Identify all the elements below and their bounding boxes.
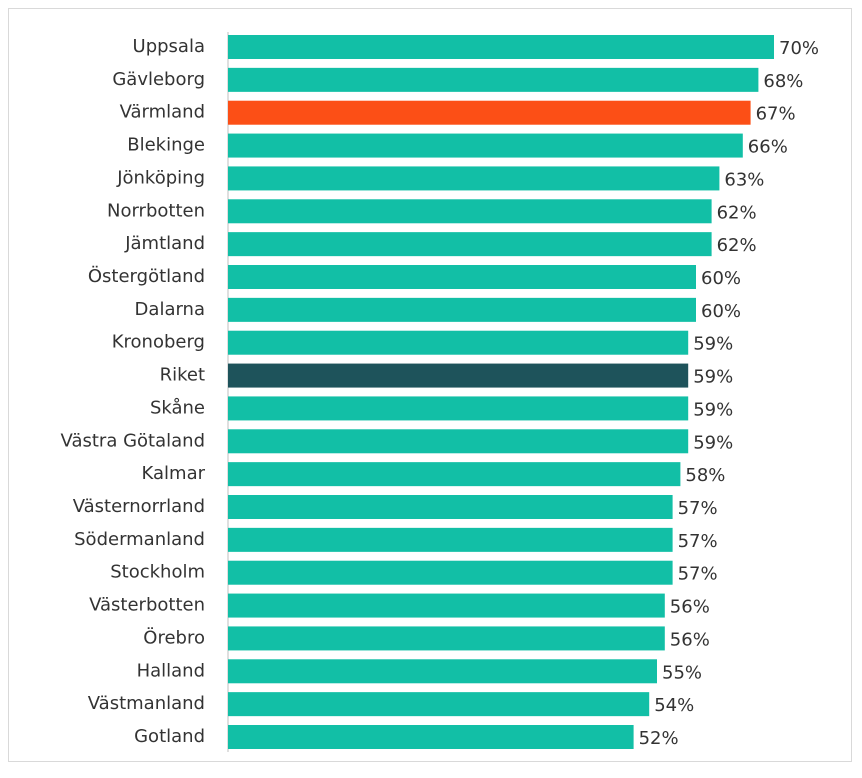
category-label: Dalarna <box>135 299 205 320</box>
bar <box>228 495 673 519</box>
value-label: 58% <box>685 465 725 486</box>
value-label: 57% <box>678 531 718 552</box>
category-label: Östergötland <box>88 265 205 287</box>
bar <box>228 725 634 749</box>
value-label: 67% <box>756 104 796 125</box>
bar <box>228 593 665 618</box>
bar <box>228 265 696 289</box>
category-label: Stockholm <box>110 562 205 583</box>
bar <box>228 462 681 487</box>
bar <box>228 199 712 224</box>
value-label: 62% <box>717 202 757 223</box>
category-label: Värmland <box>120 102 205 123</box>
bar <box>228 67 759 92</box>
bar <box>228 232 712 257</box>
category-label: Södermanland <box>74 529 205 550</box>
bar <box>228 527 673 552</box>
value-label: 59% <box>693 367 733 388</box>
bar <box>228 35 774 59</box>
category-label: Riket <box>160 365 205 386</box>
category-label: Uppsala <box>133 36 205 57</box>
value-label: 57% <box>678 498 718 519</box>
value-label: 68% <box>763 71 803 92</box>
bar <box>228 297 696 322</box>
bar <box>228 363 689 388</box>
category-label: Kalmar <box>142 463 206 484</box>
category-label: Jämtland <box>124 233 205 254</box>
bar <box>228 560 673 585</box>
category-label: Västra Götaland <box>61 430 205 451</box>
category-label: Halland <box>137 660 205 681</box>
value-label: 54% <box>654 695 694 716</box>
value-label: 55% <box>662 662 702 683</box>
value-label: 66% <box>748 137 788 158</box>
value-label: 52% <box>639 728 679 749</box>
value-label: 56% <box>670 629 710 650</box>
bar <box>228 100 751 125</box>
bar <box>228 659 657 684</box>
category-label: Kronoberg <box>112 332 205 353</box>
category-label: Västernorrland <box>73 496 205 517</box>
category-label: Gotland <box>134 726 205 747</box>
category-label: Örebro <box>143 626 205 648</box>
category-label: Västerbotten <box>89 595 205 616</box>
category-label: Jönköping <box>116 167 205 188</box>
value-label: 56% <box>670 597 710 618</box>
category-label: Skåne <box>150 397 205 418</box>
bar <box>228 330 689 355</box>
bar <box>228 396 689 421</box>
value-label: 60% <box>701 268 741 289</box>
value-label: 60% <box>701 301 741 322</box>
bar <box>228 166 720 191</box>
category-label: Norrbotten <box>107 200 205 221</box>
value-label: 63% <box>724 169 764 190</box>
value-label: 57% <box>678 564 718 585</box>
bar <box>228 429 689 454</box>
value-label: 62% <box>717 235 757 256</box>
value-label: 70% <box>779 38 819 59</box>
bar <box>228 626 665 651</box>
category-label: Blekinge <box>127 135 205 156</box>
bar <box>228 133 743 158</box>
category-label: Gävleborg <box>112 69 205 90</box>
category-label: Västmanland <box>88 693 205 714</box>
value-label: 59% <box>693 399 733 420</box>
bar <box>228 692 650 717</box>
value-label: 59% <box>693 334 733 355</box>
value-label: 59% <box>693 432 733 453</box>
